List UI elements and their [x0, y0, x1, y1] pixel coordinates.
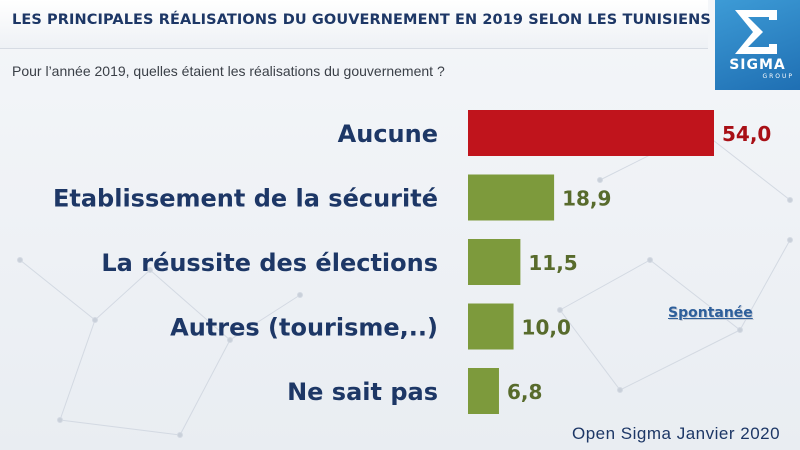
category-label-1: Etablissement de la sécurité [53, 185, 438, 213]
value-label-0: 54,0 [722, 122, 771, 146]
category-label-0: Aucune [338, 120, 438, 148]
spontaneous-badge: Spontanée [668, 305, 753, 321]
sigma-logo: SIGMA GROUP [715, 0, 800, 90]
category-label-4: Ne sait pas [287, 378, 438, 406]
footer-source: Open Sigma Janvier 2020 [572, 424, 781, 443]
bar-2 [468, 239, 521, 285]
logo-subtext: GROUP [762, 73, 794, 80]
bar-1 [468, 174, 555, 221]
page-title: LES PRINCIPALES RÉALISATIONS DU GOUVERNE… [12, 12, 711, 28]
sigma-logo-icon [735, 10, 777, 54]
value-label-2: 11,5 [528, 251, 577, 275]
header-bar: LES PRINCIPALES RÉALISATIONS DU GOUVERNE… [0, 0, 711, 49]
value-label-1: 18,9 [562, 187, 611, 211]
value-label-4: 6,8 [507, 380, 542, 404]
bar-0 [468, 110, 714, 156]
value-label-3: 10,0 [522, 316, 571, 340]
category-label-3: Autres (tourisme,..) [170, 314, 438, 342]
chart-subtitle: Pour l’année 2019, quelles étaient les r… [12, 63, 445, 79]
category-label-2: La réussite des élections [101, 249, 438, 277]
logo-name: SIGMA [729, 57, 786, 73]
bar-3 [468, 303, 514, 350]
bar-4 [468, 368, 499, 414]
